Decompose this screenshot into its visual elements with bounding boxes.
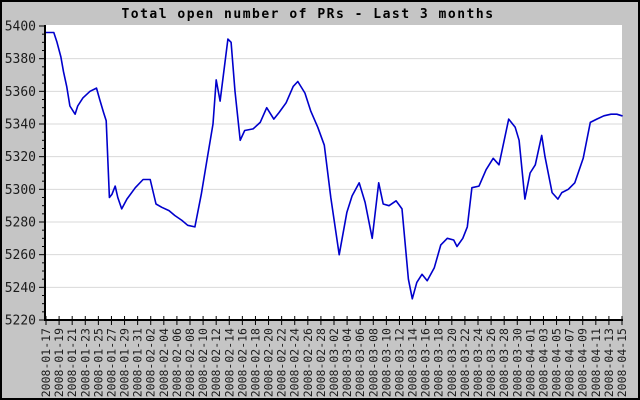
x-tick-label: 2008-04-09	[576, 328, 590, 397]
x-tick-label: 2008-03-06	[353, 328, 367, 397]
y-tick-label: 5320	[5, 150, 36, 165]
x-tick-label: 2008-01-21	[65, 328, 79, 397]
x-tick-label: 2008-01-19	[52, 328, 66, 397]
x-tick-label: 2008-01-27	[104, 328, 118, 397]
x-tick-label: 2008-02-18	[248, 328, 262, 397]
x-tick-label: 2008-02-10	[196, 328, 210, 397]
y-tick-label: 5340	[5, 118, 36, 133]
x-tick-label: 2008-02-20	[262, 328, 276, 397]
x-tick-label: 2008-03-30	[510, 328, 524, 397]
x-tick-label: 2008-03-10	[379, 328, 393, 397]
x-tick-label: 2008-03-18	[432, 328, 446, 397]
y-tick-label: 5400	[5, 20, 36, 35]
x-tick-label: 2008-02-04	[157, 328, 171, 397]
data-line	[45, 31, 623, 300]
x-tick-label: 2008-01-25	[91, 328, 105, 397]
x-tick-label: 2008-04-11	[589, 328, 603, 397]
x-tick-label: 2008-02-26	[301, 328, 315, 397]
chart-title: Total open number of PRs - Last 3 months	[121, 7, 494, 22]
x-tick-label: 2008-03-04	[340, 328, 354, 397]
x-tick-label: 2008-02-06	[170, 328, 184, 397]
x-tick-label: 2008-03-08	[366, 328, 380, 397]
y-tick-label: 5220	[5, 314, 36, 329]
x-tick-label: 2008-03-26	[484, 328, 498, 397]
x-tick-label: 2008-02-16	[235, 328, 249, 397]
x-tick-label: 2008-01-29	[118, 328, 132, 397]
x-tick-label: 2008-02-28	[314, 328, 328, 397]
x-tick-label: 2008-02-08	[183, 328, 197, 397]
x-tick-label: 2008-04-07	[563, 328, 577, 397]
x-tick-label: 2008-03-12	[392, 328, 406, 397]
x-tick-label: 2008-04-15	[615, 328, 629, 397]
y-tick-label: 5240	[5, 281, 36, 296]
plot-area	[45, 25, 622, 320]
x-tick-label: 2008-03-14	[406, 328, 420, 397]
x-tick-label: 2008-03-22	[458, 328, 472, 397]
x-tick-label: 2008-03-24	[471, 328, 485, 397]
x-tick-label: 2008-01-31	[131, 328, 145, 397]
x-tick-label: 2008-02-22	[275, 328, 289, 397]
x-tick-label: 2008-04-05	[550, 328, 564, 397]
x-tick-label: 2008-04-13	[602, 328, 616, 397]
x-tick-label: 2008-03-16	[419, 328, 433, 397]
y-tick-label: 5260	[5, 248, 36, 263]
x-tick-label: 2008-02-02	[144, 328, 158, 397]
x-tick-label: 2008-03-02	[327, 328, 341, 397]
x-tick-label: 2008-02-12	[209, 328, 223, 397]
x-tick-label: 2008-02-14	[222, 328, 236, 397]
y-tick-label: 5380	[5, 52, 36, 67]
y-tick-label: 5280	[5, 216, 36, 231]
y-axis-line	[44, 25, 46, 321]
x-tick-label: 2008-04-01	[523, 328, 537, 397]
x-tick-label: 2008-03-20	[445, 328, 459, 397]
y-tick-label: 5360	[5, 85, 36, 100]
y-tick-label: 5300	[5, 183, 36, 198]
x-axis-line	[44, 319, 623, 321]
x-tick-label: 2008-02-24	[288, 328, 302, 397]
x-tick-label: 2008-01-17	[39, 328, 53, 397]
x-tick-label: 2008-03-28	[497, 328, 511, 397]
x-tick-label: 2008-01-23	[78, 328, 92, 397]
x-tick-label: 2008-04-03	[536, 328, 550, 397]
